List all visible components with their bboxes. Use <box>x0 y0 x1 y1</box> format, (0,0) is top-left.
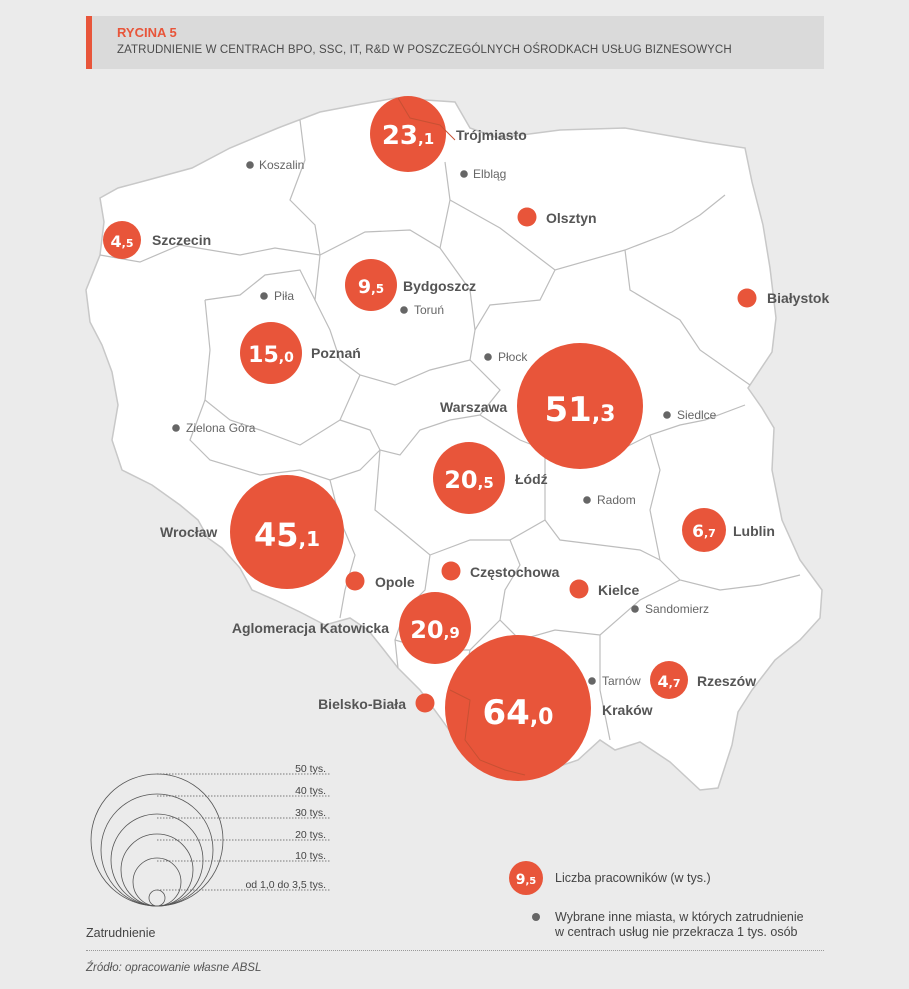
legend-sample-bubble: 9,5 <box>509 861 543 895</box>
figure-header: RYCINA 5 ZATRUDNIENIE W CENTRACH BPO, SS… <box>86 16 824 69</box>
svg-text:Bielsko-Biała: Bielsko-Biała <box>318 696 406 712</box>
minor-city: Siedlce <box>663 408 717 422</box>
svg-text:Olsztyn: Olsztyn <box>546 210 597 226</box>
small-cities: Olsztyn Białystok Opole Częstochowa Kiel… <box>318 207 829 713</box>
border-overlay <box>397 97 526 776</box>
svg-text:23,1: 23,1 <box>382 121 434 151</box>
bubble-szczecin: 4,5 Szczecin <box>103 221 211 259</box>
minor-city: Piła <box>260 289 294 303</box>
bubble-poznan: 15,0 Poznań <box>240 322 361 384</box>
small-city: Kielce <box>569 579 639 599</box>
svg-text:Piła: Piła <box>274 289 294 303</box>
svg-text:Częstochowa: Częstochowa <box>470 564 560 580</box>
figure-tag: RYCINA 5 <box>117 25 177 40</box>
minor-city: Toruń <box>400 303 444 317</box>
svg-text:Sandomierz: Sandomierz <box>645 602 709 616</box>
svg-text:51,3: 51,3 <box>545 390 616 430</box>
small-city: Bielsko-Biała <box>318 693 435 713</box>
svg-text:15,0: 15,0 <box>248 343 294 368</box>
minor-city: Zielona Góra <box>172 421 256 435</box>
small-city: Białystok <box>737 288 829 308</box>
svg-text:Elbląg: Elbląg <box>473 167 506 181</box>
svg-text:Opole: Opole <box>375 574 415 590</box>
minor-city: Płock <box>484 350 528 364</box>
figure-title: ZATRUDNIENIE W CENTRACH BPO, SSC, IT, R&… <box>117 44 732 56</box>
minor-city: Elbląg <box>460 167 506 181</box>
small-city: Olsztyn <box>517 207 597 227</box>
bubble-krakow: 64,0 Kraków <box>445 635 653 781</box>
scale-label-20: 20 tys. <box>295 829 326 841</box>
svg-text:Zielona Góra: Zielona Góra <box>186 421 256 435</box>
bubble-trojmiasto: 23,1 Trójmiasto <box>370 96 527 172</box>
svg-text:64,0: 64,0 <box>483 693 554 733</box>
svg-text:20,5: 20,5 <box>444 466 494 494</box>
svg-text:Poznań: Poznań <box>311 345 361 361</box>
minor-city: Tarnów <box>588 674 641 688</box>
svg-text:45,1: 45,1 <box>254 516 320 554</box>
bubble-warszawa: 51,3 Warszawa <box>440 343 643 469</box>
minor-cities: Koszalin Elbląg Piła Toruń Płock Siedlce… <box>172 158 717 688</box>
scale-legend: 50 tys. 40 tys. 30 tys. 20 tys. 10 tys. … <box>90 763 330 907</box>
minor-city: Koszalin <box>246 158 304 172</box>
bubble-wroclaw: 45,1 Wrocław <box>160 475 344 589</box>
bubble-rzeszow: 4,7 Rzeszów <box>650 661 756 699</box>
svg-text:Trójmiasto: Trójmiasto <box>456 127 527 143</box>
svg-text:Radom: Radom <box>597 493 636 507</box>
small-city: Opole <box>345 571 415 591</box>
major-cities: 23,1 Trójmiasto 4,5 Szczecin 9,5 Bydgosz… <box>103 96 775 781</box>
svg-text:Bydgoszcz: Bydgoszcz <box>403 278 476 294</box>
svg-text:Tarnów: Tarnów <box>602 674 641 688</box>
bubble-bydgoszcz: 9,5 Bydgoszcz <box>345 259 476 311</box>
bubble-lodz: 20,5 Łódź <box>433 442 548 514</box>
scale-label-30: 30 tys. <box>295 807 326 819</box>
svg-text:Aglomeracja Katowicka: Aglomeracja Katowicka <box>232 620 389 636</box>
legend-bubble-text: Liczba pracowników (w tys.) <box>555 871 711 885</box>
bubble-lublin: 6,7 Lublin <box>682 508 775 552</box>
small-city: Częstochowa <box>441 561 560 581</box>
svg-text:Wrocław: Wrocław <box>160 524 217 540</box>
svg-text:4,7: 4,7 <box>658 672 681 691</box>
svg-text:Łódź: Łódź <box>515 471 548 487</box>
svg-text:20,9: 20,9 <box>410 616 460 644</box>
svg-text:Rzeszów: Rzeszów <box>697 673 756 689</box>
svg-text:Koszalin: Koszalin <box>259 158 304 172</box>
svg-text:Płock: Płock <box>498 350 528 364</box>
svg-text:9,5: 9,5 <box>358 276 384 298</box>
scale-label-40: 40 tys. <box>295 785 326 797</box>
svg-text:Toruń: Toruń <box>414 303 444 317</box>
bubble-katowice: 20,9 Aglomeracja Katowicka <box>232 592 471 664</box>
svg-text:Kielce: Kielce <box>598 582 639 598</box>
svg-text:4,5: 4,5 <box>111 232 134 251</box>
svg-text:Warszawa: Warszawa <box>440 399 507 415</box>
footer-divider <box>86 950 824 951</box>
source-note: Źródło: opracowanie własne ABSL <box>86 962 262 974</box>
scale-label-10: 10 tys. <box>295 850 326 862</box>
legend-dot-text-1: Wybrane inne miasta, w których zatrudnie… <box>555 910 804 924</box>
svg-text:Siedlce: Siedlce <box>677 408 717 422</box>
svg-text:Kraków: Kraków <box>602 702 653 718</box>
minor-city: Sandomierz <box>631 602 709 616</box>
svg-text:Białystok: Białystok <box>767 290 829 306</box>
svg-text:Lublin: Lublin <box>733 523 775 539</box>
svg-text:9,5: 9,5 <box>516 872 537 888</box>
svg-text:Szczecin: Szczecin <box>152 232 211 248</box>
legend-dot-text-2: w centrach usług nie przekracza 1 tys. o… <box>555 925 798 939</box>
legend-minor-dot <box>532 913 540 921</box>
scale-title: Zatrudnienie <box>86 926 156 940</box>
svg-text:6,7: 6,7 <box>692 522 716 542</box>
voivodeship-borders <box>99 119 801 761</box>
scale-label-min: od 1,0 do 3,5 tys. <box>245 879 326 891</box>
minor-city: Radom <box>583 493 636 507</box>
scale-label-50: 50 tys. <box>295 763 326 775</box>
